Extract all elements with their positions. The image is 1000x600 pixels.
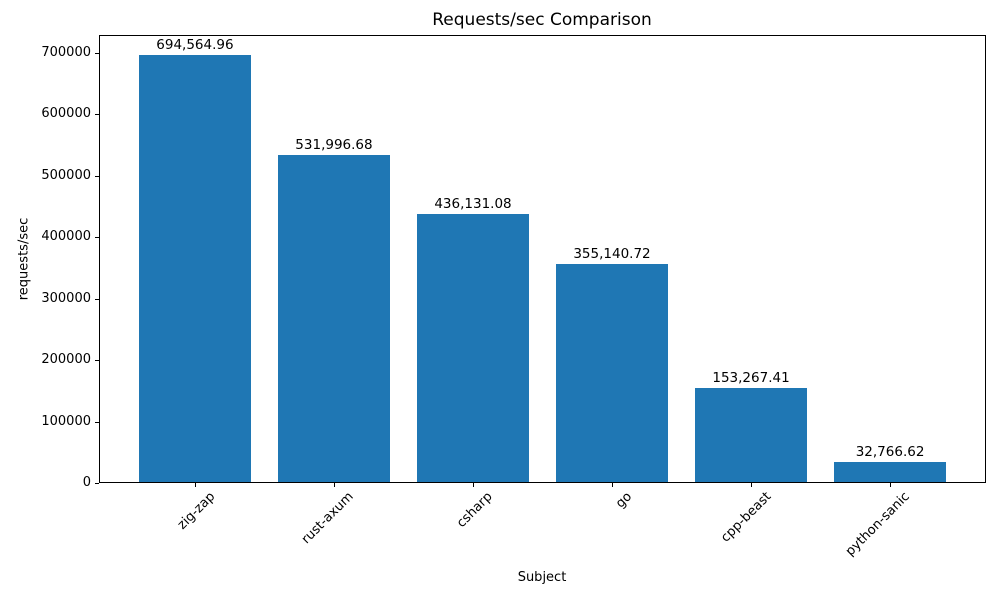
bar-value-label: 694,564.96 [156,37,234,54]
x-tick-label-go: go [612,489,635,512]
bar-value-label: 153,267.41 [712,369,790,386]
x-tick-label-cpp-beast: cpp-beast [717,489,774,546]
bar-value-label: 531,996.68 [295,137,373,154]
plot-area: 694,564.96 531,996.68 436,131.08 355,140.72… [99,35,986,483]
x-tick-mark [472,483,474,487]
bar-cpp-beast [695,387,807,482]
y-tick-mark [95,483,99,484]
y-tick-mark [95,360,99,362]
bar-value-label: 32,766.62 [855,443,925,460]
x-tick-label-rust-axum: rust-axum [299,489,357,548]
x-axis-label: Subject [517,570,567,585]
y-tick-mark [95,52,99,54]
y-tick-label: 200000 [41,352,91,368]
x-tick-mark [194,483,196,487]
y-tick-label: 300000 [41,290,91,306]
y-axis-label: requests/sec [16,217,32,301]
bar-rust-axum [278,155,390,482]
x-tick-mark [612,483,613,487]
y-tick-mark [95,114,99,116]
bar-csharp [417,214,529,482]
x-tick-mark [751,483,753,487]
y-tick-label: 0 [82,475,91,490]
bar-go [556,263,668,482]
y-tick-label: 100000 [41,413,91,429]
bar-zig-zap [139,55,251,482]
bar-value-label: 436,131.08 [434,196,512,213]
y-tick-label: 600000 [41,106,91,122]
y-tick-label: 500000 [41,167,91,183]
x-tick-label-python-sanic: python-sanic [843,489,913,560]
y-tick-mark [95,298,99,300]
x-tick-mark [333,483,335,487]
y-tick-mark [95,175,99,177]
x-tick-label-csharp: csharp [454,489,496,531]
bar-value-label: 355,140.72 [573,245,651,262]
y-tick-mark [95,237,99,239]
chart-title: Requests/sec Comparison [432,10,652,30]
x-tick-label-zig-zap: zig-zap [174,489,218,533]
x-tick-mark [890,483,892,487]
y-tick-label: 700000 [41,44,91,60]
y-tick-label: 400000 [41,229,91,245]
y-tick-mark [95,421,99,423]
bar-python-sanic [834,461,946,482]
